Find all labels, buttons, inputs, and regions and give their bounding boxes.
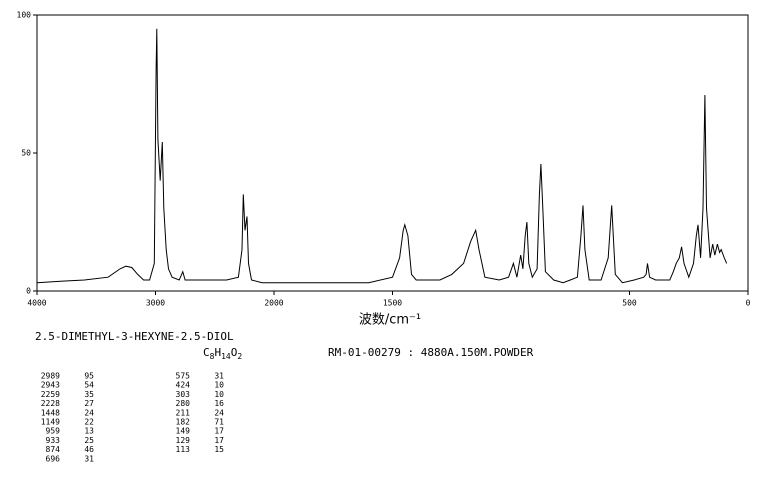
peak-wavenumber: 575 (176, 372, 191, 381)
peak-intensity: 16 (214, 399, 224, 408)
peak-wavenumber: 303 (176, 390, 191, 399)
formula-part: C (203, 346, 210, 359)
x-tick-label: 3000 (146, 299, 165, 308)
y-tick-label: 50 (21, 149, 31, 158)
peak-wavenumber: 2228 (41, 399, 60, 408)
peak-intensity: 10 (214, 390, 224, 399)
peak-wavenumber: 113 (176, 445, 191, 454)
peak-wavenumber: 2943 (41, 381, 60, 390)
formula-part: H (214, 346, 221, 359)
peak-intensity: 25 (84, 436, 94, 445)
compound-name: 2.5-DIMETHYL-3-HEXYNE-2.5-DIOL (35, 330, 234, 343)
peak-wavenumber: 959 (46, 427, 61, 436)
peak-intensity: 10 (214, 381, 224, 390)
formula-part: 8 (210, 352, 215, 361)
peak-wavenumber: 2989 (41, 372, 60, 381)
peak-intensity: 46 (84, 445, 94, 454)
peak-intensity: 17 (214, 427, 224, 436)
peak-intensity: 13 (84, 427, 94, 436)
peak-wavenumber: 211 (176, 408, 191, 417)
peak-wavenumber: 280 (176, 399, 191, 408)
x-axis-label: 波数/cm⁻¹ (359, 313, 421, 328)
sample-info: RM-01-00279 : 4880A.150M.POWDER (328, 346, 534, 359)
peak-wavenumber: 933 (46, 436, 61, 445)
y-tick-label: 100 (17, 11, 32, 20)
x-tick-label: 2000 (264, 299, 283, 308)
y-tick-label: 0 (26, 287, 31, 296)
peak-intensity: 24 (84, 408, 94, 417)
x-tick-label: 0 (746, 299, 751, 308)
peak-wavenumber: 2259 (41, 390, 60, 399)
peak-intensity: 24 (214, 408, 224, 417)
peak-wavenumber: 1149 (41, 418, 60, 427)
peak-wavenumber: 1448 (41, 408, 60, 417)
formula-part: 2 (237, 352, 242, 361)
peak-intensity: 27 (84, 399, 94, 408)
formula-part: 14 (221, 352, 231, 361)
plot-frame (36, 14, 749, 292)
formula-part: O (231, 346, 238, 359)
x-tick-label: 500 (622, 299, 637, 308)
formula: C8H14O2 (203, 346, 242, 361)
peak-intensity: 22 (84, 418, 94, 427)
peak-intensity: 15 (214, 445, 224, 454)
peak-intensity: 31 (214, 372, 224, 381)
peak-wavenumber: 182 (176, 418, 191, 427)
peak-wavenumber: 149 (176, 427, 191, 436)
peak-wavenumber: 874 (46, 445, 61, 454)
peak-intensity: 71 (214, 418, 224, 427)
peak-intensity: 35 (84, 390, 94, 399)
peak-intensity: 17 (214, 436, 224, 445)
peak-intensity: 31 (84, 454, 94, 463)
peak-wavenumber: 696 (46, 454, 61, 463)
x-tick-label: 4000 (27, 299, 46, 308)
spectrum-line (36, 28, 728, 284)
peak-intensity: 95 (84, 372, 94, 381)
peak-wavenumber: 129 (176, 436, 191, 445)
peak-intensity: 54 (84, 381, 94, 390)
x-tick-label: 1500 (383, 299, 402, 308)
peak-wavenumber: 424 (176, 381, 191, 390)
